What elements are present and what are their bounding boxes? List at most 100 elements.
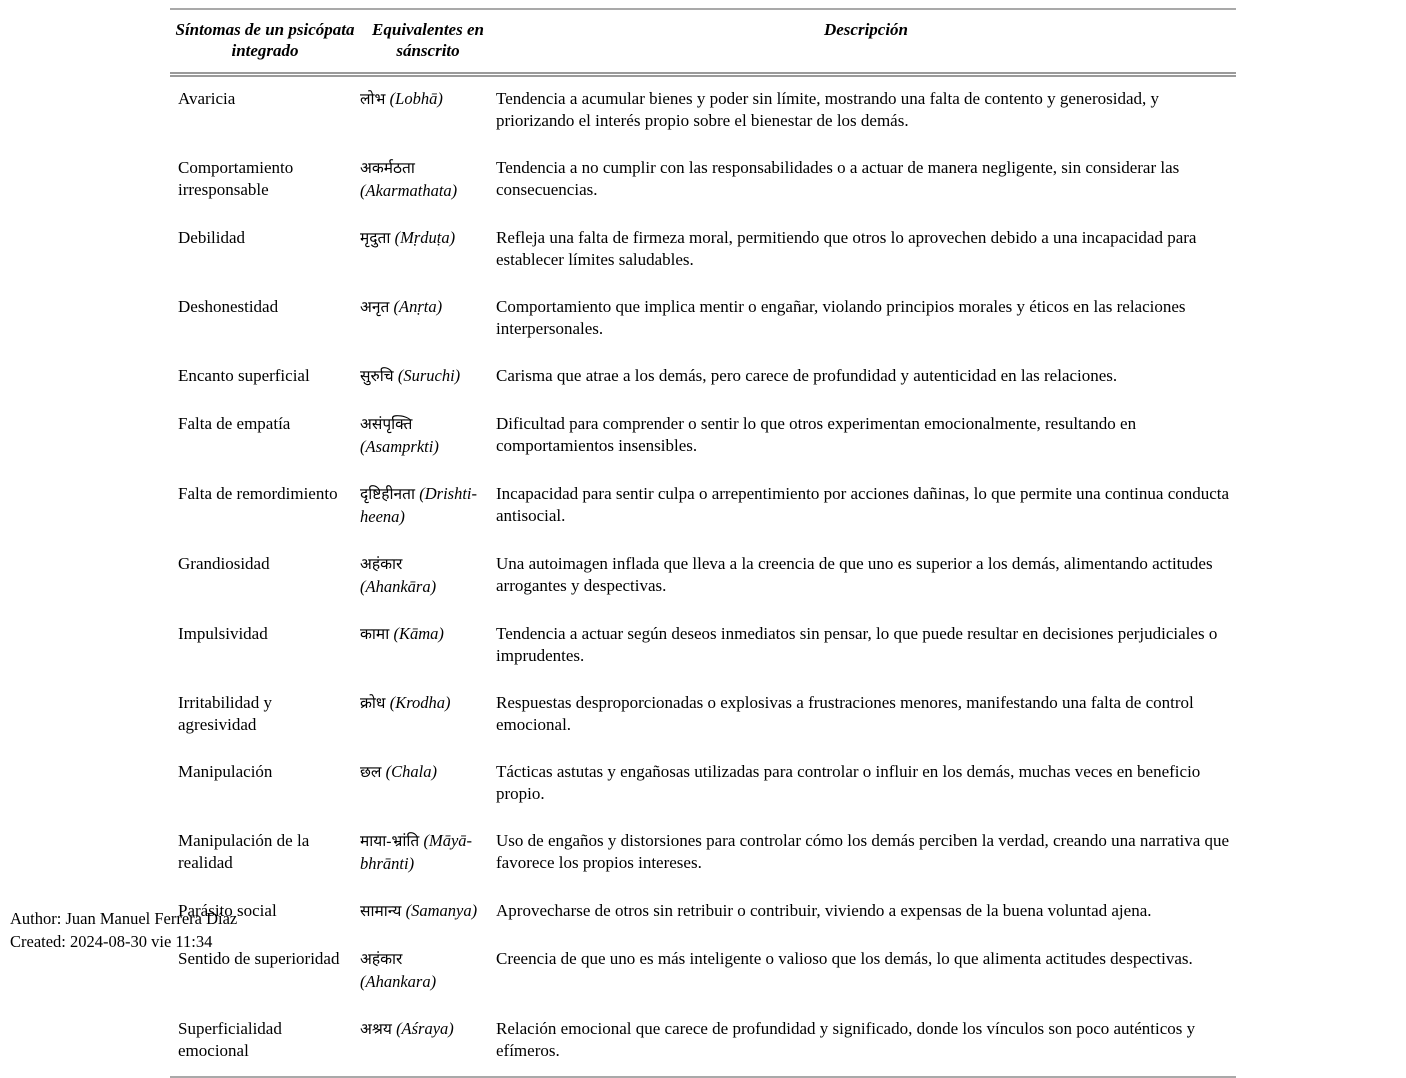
symptom-cell: Deshonestidad	[170, 285, 360, 354]
sanskrit-cell: मृदुता (Mṛduṭa)	[360, 216, 496, 285]
sanskrit-cell: दृष्टिहीनता (Drishti-heena)	[360, 472, 496, 542]
symptom-text: Falta de empatía	[178, 414, 291, 433]
table-header: Síntomas de un psicópata integrado Equiv…	[170, 9, 1236, 77]
description-text: Tácticas astutas y engañosas utilizadas …	[496, 762, 1201, 803]
created-line: Created: 2024-08-30 vie 11:34	[10, 931, 213, 951]
symptom-text: Grandiosidad	[178, 554, 270, 573]
sanskrit-devanagari-text: असंपृक्ति	[360, 416, 413, 433]
sanskrit-devanagari-text: मृदुता	[360, 230, 391, 247]
symptom-cell: Impulsividad	[170, 612, 360, 681]
symptom-cell: Encanto superficial	[170, 354, 360, 402]
sanskrit-transliteration-text: (Anṛta)	[393, 297, 443, 316]
symptom-cell: Falta de remordimiento	[170, 472, 360, 542]
sanskrit-cell: क्रोध (Krodha)	[360, 681, 496, 750]
symptom-text: Superficialidad emocional	[178, 1019, 282, 1060]
description-text: Dificultad para comprender o sentir lo q…	[496, 414, 1137, 455]
table-row: Manipulación छल (Chala) Tácticas astutas…	[170, 750, 1236, 819]
description-cell: Una autoimagen inflada que lleva a la cr…	[496, 542, 1236, 612]
sanskrit-transliteration-text: (Samanya)	[405, 901, 478, 920]
symptoms-table-container: Síntomas de un psicópata integrado Equiv…	[170, 8, 1236, 1078]
column-header-sanskrit: Equivalentes en sánscrito	[360, 9, 496, 77]
symptom-cell: Manipulación de la realidad	[170, 819, 360, 889]
sanskrit-cell: असंपृक्ति (Asamprkti)	[360, 402, 496, 472]
symptom-cell: Irritabilidad y agresividad	[170, 681, 360, 750]
sanskrit-cell: अहंकार (Ahankara)	[360, 937, 496, 1007]
table-row: Irritabilidad y agresividad क्रोध (Krodh…	[170, 681, 1236, 750]
document-footer: Author: Juan Manuel Ferrera Díaz Created…	[10, 908, 237, 953]
sanskrit-cell: सुरुचि (Suruchi)	[360, 354, 496, 402]
symptom-text: Debilidad	[178, 228, 246, 247]
table-row: Encanto superficial सुरुचि (Suruchi) Car…	[170, 354, 1236, 402]
sanskrit-devanagari-text: अहंकार	[360, 556, 403, 573]
sanskrit-transliteration-text: (Chala)	[385, 762, 437, 781]
sanskrit-cell: सामान्य (Samanya)	[360, 889, 496, 937]
sanskrit-cell: लोभ (Lobhā)	[360, 75, 496, 147]
sanskrit-transliteration-text: (Mṛduṭa)	[394, 228, 456, 247]
description-cell: Relación emocional que carece de profund…	[496, 1007, 1236, 1077]
sanskrit-transliteration-text: (Suruchi)	[397, 366, 461, 385]
sanskrit-transliteration-text: (Kāma)	[393, 624, 444, 643]
sanskrit-devanagari-text: अनृत	[360, 299, 390, 316]
column-header-description: Descripción	[496, 9, 1236, 77]
sanskrit-cell: कामा (Kāma)	[360, 612, 496, 681]
sanskrit-devanagari-text: छल	[360, 764, 382, 781]
description-text: Tendencia a actuar según deseos inmediat…	[496, 624, 1218, 665]
description-text: Incapacidad para sentir culpa o arrepent…	[496, 484, 1230, 525]
symptom-cell: Parásito social	[170, 889, 360, 937]
sanskrit-transliteration-text: (Māyā-bhrānti)	[360, 831, 473, 873]
table-row: Falta de empatía असंपृक्ति (Asamprkti) D…	[170, 402, 1236, 472]
description-text: Comportamiento que implica mentir o enga…	[496, 297, 1186, 338]
symptom-text: Parásito social	[178, 901, 277, 920]
sanskrit-cell: अनृत (Anṛta)	[360, 285, 496, 354]
sanskrit-cell: अश्रय (Aśraya)	[360, 1007, 496, 1077]
sanskrit-devanagari-text: माया-भ्रांति	[360, 833, 420, 850]
sanskrit-devanagari-text: कामा	[360, 626, 390, 643]
table-row: Avaricia लोभ (Lobhā) Tendencia a acumula…	[170, 75, 1236, 147]
column-header-symptom: Síntomas de un psicópata integrado	[170, 9, 360, 77]
sanskrit-transliteration-text: (Krodha)	[389, 693, 451, 712]
sanskrit-transliteration-text: (Aśraya)	[396, 1019, 454, 1038]
description-text: Una autoimagen inflada que lleva a la cr…	[496, 554, 1213, 595]
table-row: Manipulación de la realidad माया-भ्रांति…	[170, 819, 1236, 889]
table-row: Superficialidad emocional अश्रय (Aśraya)…	[170, 1007, 1236, 1077]
sanskrit-cell: माया-भ्रांति (Māyā-bhrānti)	[360, 819, 496, 889]
symptom-text: Encanto superficial	[178, 366, 310, 385]
symptom-cell: Grandiosidad	[170, 542, 360, 612]
symptom-cell: Debilidad	[170, 216, 360, 285]
description-cell: Refleja una falta de firmeza moral, perm…	[496, 216, 1236, 285]
sanskrit-transliteration-text: (Asamprkti)	[360, 437, 439, 456]
author-line: Author: Juan Manuel Ferrera Díaz	[10, 909, 238, 928]
sanskrit-cell: अकर्मठता (Akarmathata)	[360, 146, 496, 216]
description-cell: Respuestas desproporcionadas o explosiva…	[496, 681, 1236, 750]
description-text: Uso de engaños y distorsiones para contr…	[496, 831, 1230, 872]
sanskrit-transliteration-text: (Ahankara)	[360, 972, 437, 991]
sanskrit-devanagari-text: अश्रय	[360, 1021, 392, 1038]
description-text: Creencia de que uno es más inteligente o…	[496, 949, 1193, 968]
symptom-cell: Superficialidad emocional	[170, 1007, 360, 1077]
table-row: Comportamiento irresponsable अकर्मठता (A…	[170, 146, 1236, 216]
symptom-text: Avaricia	[178, 89, 236, 108]
description-text: Relación emocional que carece de profund…	[496, 1019, 1196, 1060]
sanskrit-devanagari-text: क्रोध	[360, 695, 386, 712]
sanskrit-transliteration-text: (Lobhā)	[389, 89, 443, 108]
description-cell: Creencia de que uno es más inteligente o…	[496, 937, 1236, 1007]
table-row: Deshonestidad अनृत (Anṛta) Comportamient…	[170, 285, 1236, 354]
description-cell: Uso de engaños y distorsiones para contr…	[496, 819, 1236, 889]
table-body: Avaricia लोभ (Lobhā) Tendencia a acumula…	[170, 75, 1236, 1078]
sanskrit-devanagari-text: सामान्य	[360, 903, 402, 920]
description-cell: Carisma que atrae a los demás, pero care…	[496, 354, 1236, 402]
description-cell: Tácticas astutas y engañosas utilizadas …	[496, 750, 1236, 819]
symptom-text: Irritabilidad y agresividad	[178, 693, 272, 734]
description-text: Tendencia a no cumplir con las responsab…	[496, 158, 1180, 199]
description-cell: Dificultad para comprender o sentir lo q…	[496, 402, 1236, 472]
sanskrit-devanagari-text: लोभ	[360, 91, 386, 108]
table-row: Grandiosidad अहंकार (Ahankāra) Una autoi…	[170, 542, 1236, 612]
symptom-cell: Falta de empatía	[170, 402, 360, 472]
sanskrit-devanagari-text: सुरुचि	[360, 368, 394, 385]
symptom-cell: Manipulación	[170, 750, 360, 819]
symptom-text: Impulsividad	[178, 624, 268, 643]
table-row: Parásito social सामान्य (Samanya) Aprove…	[170, 889, 1236, 937]
sanskrit-devanagari-text: दृष्टिहीनता	[360, 486, 415, 503]
table-row: Impulsividad कामा (Kāma) Tendencia a act…	[170, 612, 1236, 681]
description-cell: Tendencia a acumular bienes y poder sin …	[496, 75, 1236, 147]
